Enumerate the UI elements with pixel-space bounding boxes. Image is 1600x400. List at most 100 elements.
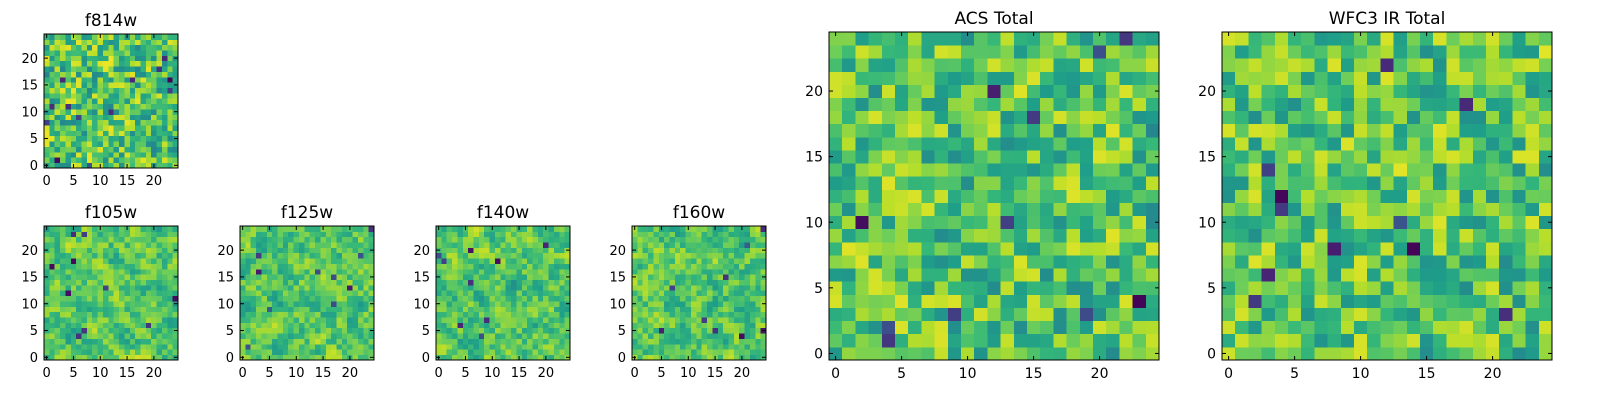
heatmap-cell — [987, 255, 1001, 269]
heatmap-cell — [1119, 215, 1133, 230]
heatmap-cell — [1354, 123, 1368, 138]
heatmap-cell — [642, 263, 649, 270]
heatmap-cell — [1538, 333, 1553, 348]
heatmap-cell — [1222, 189, 1236, 203]
heatmap-cell — [1261, 307, 1276, 322]
heatmap-cell — [76, 87, 82, 94]
heatmap-cell — [156, 44, 163, 51]
heatmap-cell — [548, 263, 555, 270]
heatmap-cell — [648, 354, 654, 361]
heatmap-cell — [1040, 346, 1054, 361]
heatmap-cell — [478, 317, 485, 323]
heatmap-cell — [1027, 58, 1041, 72]
heatmap-cell — [108, 279, 115, 286]
heatmap-cell — [511, 295, 517, 302]
heatmap-cell — [156, 279, 163, 286]
x-tick-label: 0 — [43, 174, 51, 189]
heatmap-cell — [637, 279, 644, 286]
heatmap-cell — [436, 333, 442, 339]
heatmap-cell — [282, 226, 289, 232]
heatmap-cell — [755, 231, 762, 238]
heatmap-cell — [151, 349, 157, 356]
heatmap-cell — [632, 268, 638, 275]
heatmap-cell — [674, 327, 681, 334]
heatmap-cell — [1354, 281, 1368, 295]
heatmap-cell — [1274, 228, 1289, 243]
heatmap-cell — [543, 311, 549, 318]
heatmap-cell — [49, 295, 56, 302]
heatmap-cell — [97, 151, 104, 158]
heatmap-cell — [669, 258, 676, 264]
heatmap-cell — [1093, 84, 1107, 98]
heatmap-cell — [145, 34, 152, 40]
heatmap-cell — [92, 295, 98, 302]
heatmap-cell — [478, 306, 485, 313]
heatmap-cell — [1235, 320, 1249, 335]
heatmap-cell — [341, 252, 348, 259]
heatmap-cell — [49, 333, 56, 339]
x-tick-label: 15 — [511, 366, 528, 381]
heatmap-cell — [113, 338, 120, 345]
heatmap-cell — [701, 231, 708, 238]
heatmap-cell — [717, 338, 724, 345]
heatmap-cell — [156, 226, 163, 232]
heatmap-cell — [293, 290, 300, 297]
heatmap-cell — [60, 306, 66, 313]
heatmap-cell — [368, 263, 375, 270]
heatmap-cell — [1327, 333, 1342, 348]
heatmap-cell — [76, 162, 82, 169]
heatmap-cell — [1222, 136, 1236, 151]
heatmap-cell — [140, 55, 147, 62]
heatmap-cell — [65, 301, 72, 307]
heatmap-cell — [749, 226, 756, 232]
heatmap-cell — [505, 231, 512, 238]
heatmap-cell — [1314, 320, 1328, 335]
heatmap-cell — [76, 82, 82, 88]
heatmap-cell — [553, 247, 560, 254]
heatmap-cell — [352, 242, 359, 248]
heatmap-cell — [261, 279, 268, 286]
heatmap-cell — [739, 338, 745, 345]
heatmap-cell — [1446, 202, 1460, 217]
heatmap-cell — [1486, 71, 1500, 85]
heatmap-cell — [156, 263, 163, 270]
heatmap-cell — [135, 343, 141, 350]
heatmap-cell — [452, 263, 458, 270]
heatmap-cell — [532, 301, 539, 307]
heatmap-cell — [537, 263, 544, 270]
heatmap-cell — [65, 284, 72, 291]
heatmap-cell — [658, 333, 665, 339]
heatmap-cell — [151, 109, 157, 115]
heatmap-cell — [1000, 333, 1015, 348]
heatmap-cell — [44, 279, 50, 286]
heatmap-cell — [987, 71, 1001, 85]
heatmap-cell — [1433, 228, 1447, 243]
heatmap-cell — [473, 247, 480, 254]
heatmap-cell — [172, 119, 179, 126]
heatmap-cell — [961, 189, 975, 203]
heatmap-cell — [172, 279, 179, 286]
heatmap-cell — [293, 333, 300, 339]
heatmap-cell — [842, 97, 856, 112]
heatmap-cell — [315, 333, 321, 339]
heatmap-cell — [829, 281, 843, 295]
heatmap-cell — [135, 39, 141, 46]
heatmap-cell — [167, 263, 174, 270]
heatmap-cell — [505, 301, 512, 307]
heatmap-cell — [256, 242, 262, 248]
heatmap-cell — [347, 311, 353, 318]
heatmap-cell — [1327, 215, 1342, 230]
heatmap-cell — [277, 252, 284, 259]
heatmap-cell — [637, 327, 644, 334]
heatmap-cell — [1261, 202, 1276, 217]
heatmap-cell — [749, 242, 756, 248]
heatmap-cell — [1274, 176, 1289, 190]
heatmap-cell — [733, 242, 740, 248]
heatmap-cell — [559, 274, 566, 280]
heatmap-cell — [368, 311, 375, 318]
heatmap-cell — [315, 231, 321, 238]
heatmap-cell — [674, 268, 681, 275]
heatmap-cell — [744, 247, 751, 254]
heatmap-cell — [648, 343, 654, 350]
heatmap-cell — [961, 84, 975, 98]
